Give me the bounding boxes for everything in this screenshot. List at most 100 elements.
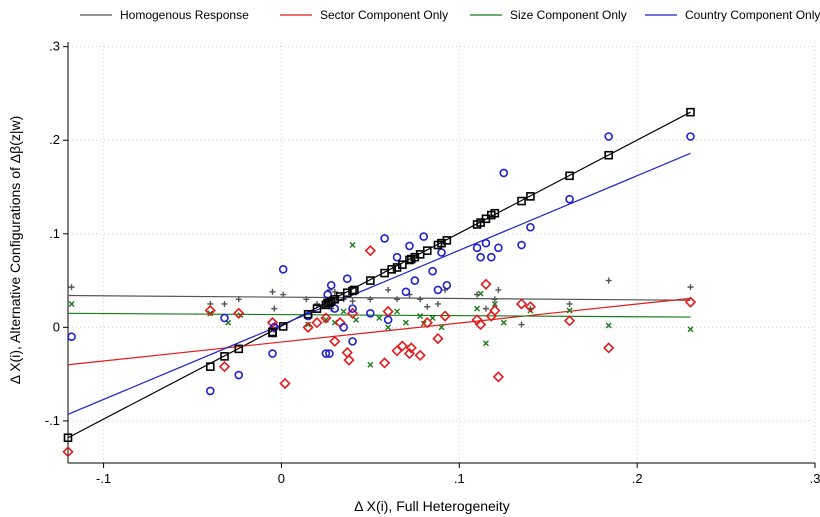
- data-point: [687, 326, 694, 333]
- data-point: [68, 284, 75, 291]
- data-point: [474, 305, 481, 312]
- data-point: [476, 252, 485, 262]
- data-point: [268, 349, 277, 358]
- data-point: [405, 342, 417, 354]
- data-points: [62, 107, 697, 458]
- legend: Homogenous Response Sector Component Only…: [80, 8, 820, 22]
- data-point: [402, 319, 409, 326]
- data-point: [482, 305, 489, 312]
- data-point: [424, 303, 431, 310]
- data-point: [604, 150, 613, 160]
- data-point: [428, 266, 437, 276]
- legend-item: Homogenous Response: [80, 8, 249, 22]
- axes: -.1 0 .1 .2 .3 -.1 0 .1 .2 .3: [45, 39, 820, 486]
- data-point: [474, 318, 487, 331]
- data-point: [442, 236, 452, 245]
- data-point: [394, 296, 401, 303]
- y-axis-title: Δ X(i), Alternative Configurations of Δβ…: [7, 116, 23, 385]
- data-point: [342, 274, 352, 283]
- data-point: [396, 340, 409, 352]
- y-tick-label: .3: [49, 39, 60, 54]
- data-point: [398, 260, 407, 269]
- data-point: [486, 252, 496, 262]
- data-point: [353, 316, 360, 323]
- data-point: [686, 132, 695, 141]
- data-point: [348, 286, 357, 296]
- legend-label: Sector Component Only: [320, 8, 448, 22]
- data-point: [405, 241, 414, 251]
- data-point: [380, 234, 389, 243]
- x-tick-label: 0: [278, 471, 285, 486]
- data-point: [204, 304, 216, 317]
- data-point: [429, 314, 436, 321]
- data-point: [349, 242, 356, 249]
- data-point: [482, 340, 489, 347]
- data-point: [234, 370, 244, 380]
- data-point: [605, 322, 612, 329]
- y-tick-label: 0: [53, 319, 60, 334]
- x-tick-label: .2: [632, 471, 643, 486]
- data-point: [500, 319, 507, 326]
- data-point: [63, 433, 73, 443]
- data-point: [526, 222, 535, 232]
- data-point: [491, 300, 498, 307]
- data-point: [207, 310, 214, 317]
- data-point: [417, 313, 424, 320]
- legend-label: Country Component Only: [685, 8, 820, 22]
- data-point: [410, 276, 420, 285]
- data-point: [565, 194, 574, 204]
- data-point: [563, 315, 576, 327]
- legend-item: Country Component Only: [645, 8, 820, 22]
- data-point: [603, 342, 615, 354]
- x-tick-label: .3: [810, 471, 820, 486]
- legend-label: Homogenous Response: [120, 8, 249, 22]
- data-point: [320, 312, 332, 324]
- fit-line: [67, 294, 691, 301]
- data-point: [366, 276, 375, 285]
- data-point: [331, 288, 338, 295]
- data-point: [220, 352, 229, 361]
- data-point: [271, 305, 278, 312]
- data-point: [394, 308, 401, 315]
- data-point: [524, 301, 537, 313]
- data-point: [378, 357, 391, 369]
- data-point: [517, 240, 526, 250]
- data-point: [269, 288, 276, 295]
- data-point: [442, 280, 452, 290]
- data-point: [346, 307, 359, 319]
- data-point: [515, 298, 528, 310]
- data-point: [367, 361, 374, 368]
- data-point: [481, 238, 491, 248]
- data-point: [235, 296, 242, 303]
- data-point: [270, 323, 279, 332]
- data-point: [382, 305, 394, 318]
- data-point: [376, 314, 383, 321]
- data-point: [329, 335, 341, 348]
- data-point: [499, 168, 509, 178]
- data-point: [421, 317, 433, 329]
- fit-line: [67, 111, 691, 439]
- data-point: [434, 300, 441, 307]
- data-point: [205, 386, 215, 396]
- data-point: [392, 252, 402, 262]
- data-point: [234, 344, 244, 354]
- data-point: [385, 324, 392, 331]
- data-point: [205, 362, 215, 371]
- data-point: [67, 332, 76, 342]
- data-point: [280, 291, 287, 298]
- data-point: [494, 243, 503, 253]
- data-point: [566, 307, 573, 314]
- data-point: [326, 280, 336, 290]
- data-point: [366, 309, 375, 318]
- data-point: [341, 346, 353, 359]
- data-point: [305, 321, 312, 328]
- legend-item: Sector Component Only: [280, 8, 448, 22]
- data-point: [432, 332, 444, 345]
- data-point: [349, 298, 356, 305]
- data-point: [518, 321, 525, 328]
- data-point: [492, 371, 505, 383]
- data-point: [220, 313, 229, 323]
- data-point: [480, 278, 492, 290]
- data-point: [233, 307, 245, 319]
